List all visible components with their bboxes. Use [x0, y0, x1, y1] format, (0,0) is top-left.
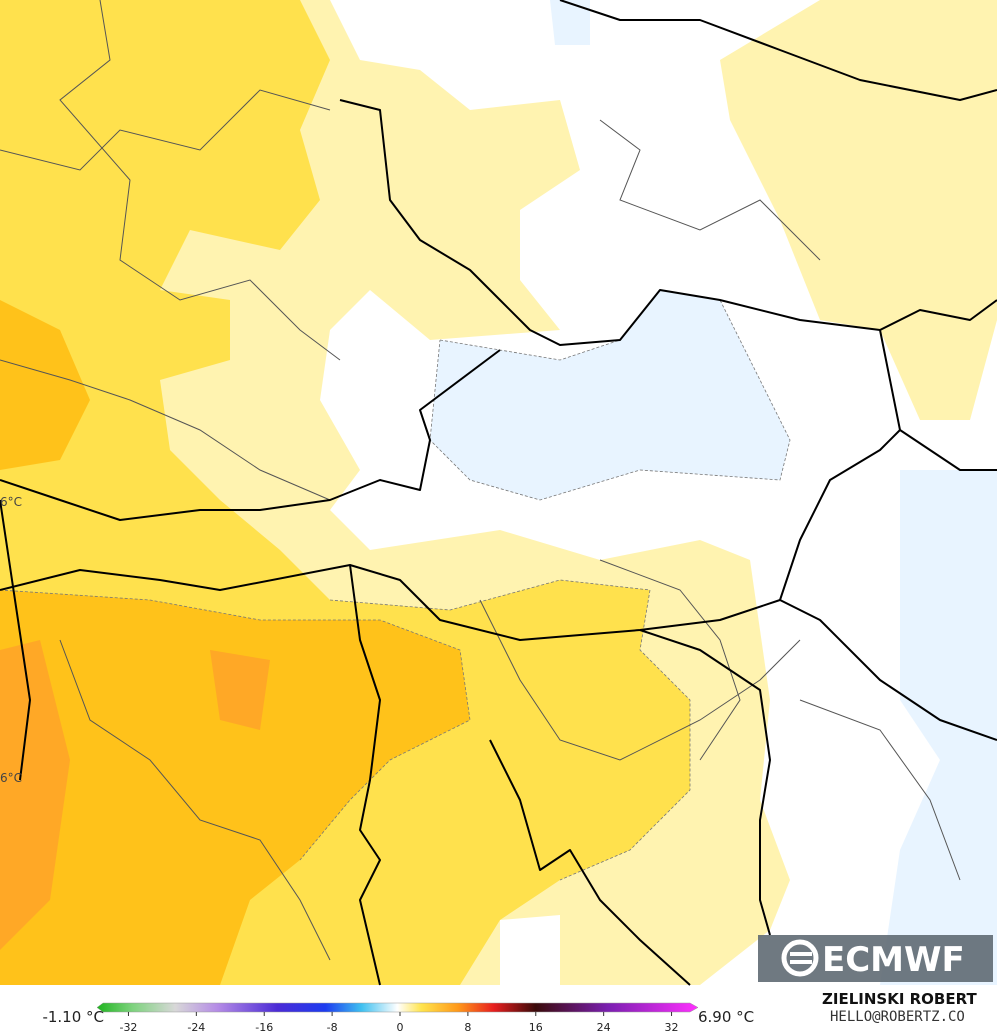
colorbar-tick-label: -16 — [255, 1021, 273, 1034]
colorbar-tick-label: -32 — [119, 1021, 137, 1034]
map-label: 6°C — [0, 771, 22, 785]
max-label: 6.90 °C — [698, 1008, 754, 1026]
colorbar-tick-label: -8 — [327, 1021, 338, 1034]
contact: HELLO@ROBERTZ.CO — [830, 1009, 965, 1025]
colorbar-tick-label: 32 — [665, 1021, 679, 1034]
colorbar — [96, 1002, 699, 1013]
map — [0, 0, 997, 986]
map-label: 6°C — [0, 495, 22, 509]
colorbar-tick-label: 8 — [464, 1021, 471, 1034]
colorbar-tick-label: 16 — [529, 1021, 543, 1034]
colorbar-tick-label: -24 — [187, 1021, 205, 1034]
logo: ECMWF — [758, 935, 993, 982]
logo-text: ECMWF — [822, 940, 965, 980]
min-label: -1.10 °C — [42, 1008, 104, 1026]
colorbar-tick-label: 0 — [397, 1021, 404, 1034]
colorbar-tick-label: 24 — [597, 1021, 611, 1034]
author: ZIELINSKI ROBERT — [822, 990, 977, 1008]
